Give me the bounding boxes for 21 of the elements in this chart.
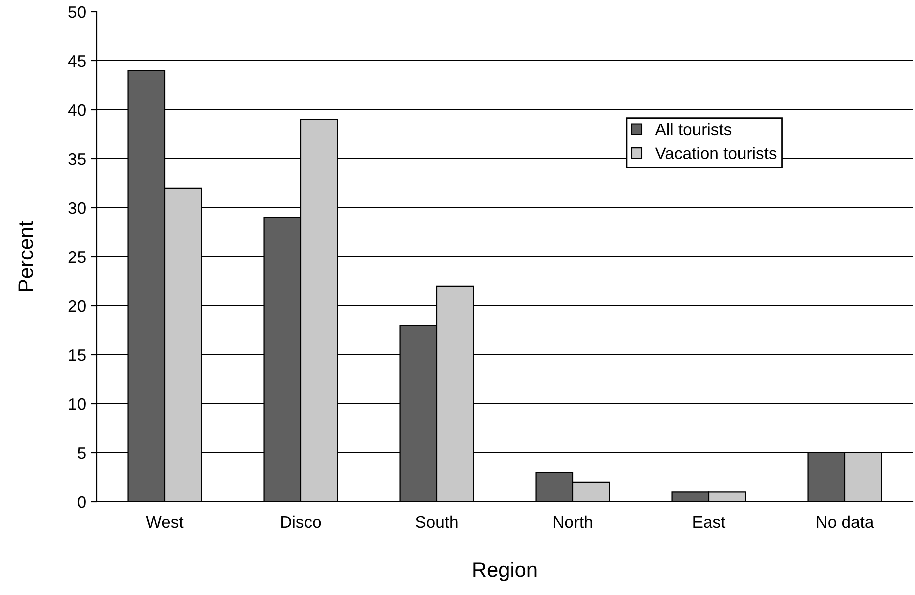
- y-axis-title: Percent: [18, 221, 34, 292]
- y-tick-label: 30: [68, 202, 86, 214]
- y-tick-label: 50: [68, 6, 86, 18]
- x-tick-label: No data: [817, 516, 874, 528]
- y-tick-label: 15: [69, 350, 86, 362]
- y-tick-label: 10: [69, 398, 86, 410]
- y-tick-label: 35: [68, 153, 86, 166]
- x-tick-label: North: [554, 516, 592, 528]
- x-tick-label: West: [146, 516, 184, 528]
- x-tick-label: South: [416, 516, 458, 528]
- y-tick-label: 40: [68, 104, 86, 116]
- x-tick-label: East: [694, 516, 726, 528]
- y-tick-label: 45: [68, 56, 86, 68]
- y-tick-label: 25: [68, 251, 86, 264]
- legend-label: Vacation tourists: [655, 147, 777, 160]
- y-tick-label: 0: [78, 496, 86, 508]
- y-tick-label: 20: [68, 300, 86, 312]
- x-tick-label: Disco: [282, 516, 322, 528]
- y-tick-label: 5: [78, 448, 86, 460]
- legend-label: All tourists: [655, 123, 732, 136]
- x-axis-title: Region: [474, 562, 537, 582]
